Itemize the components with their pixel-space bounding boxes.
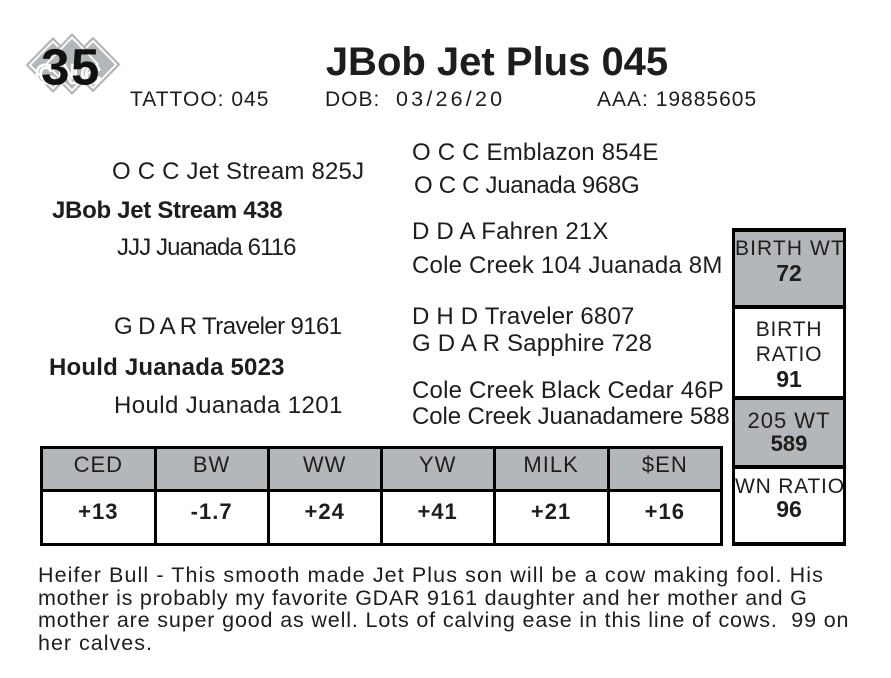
svg-text:35: 35 (41, 39, 101, 96)
svg-text:CNC: CNC (36, 59, 104, 89)
